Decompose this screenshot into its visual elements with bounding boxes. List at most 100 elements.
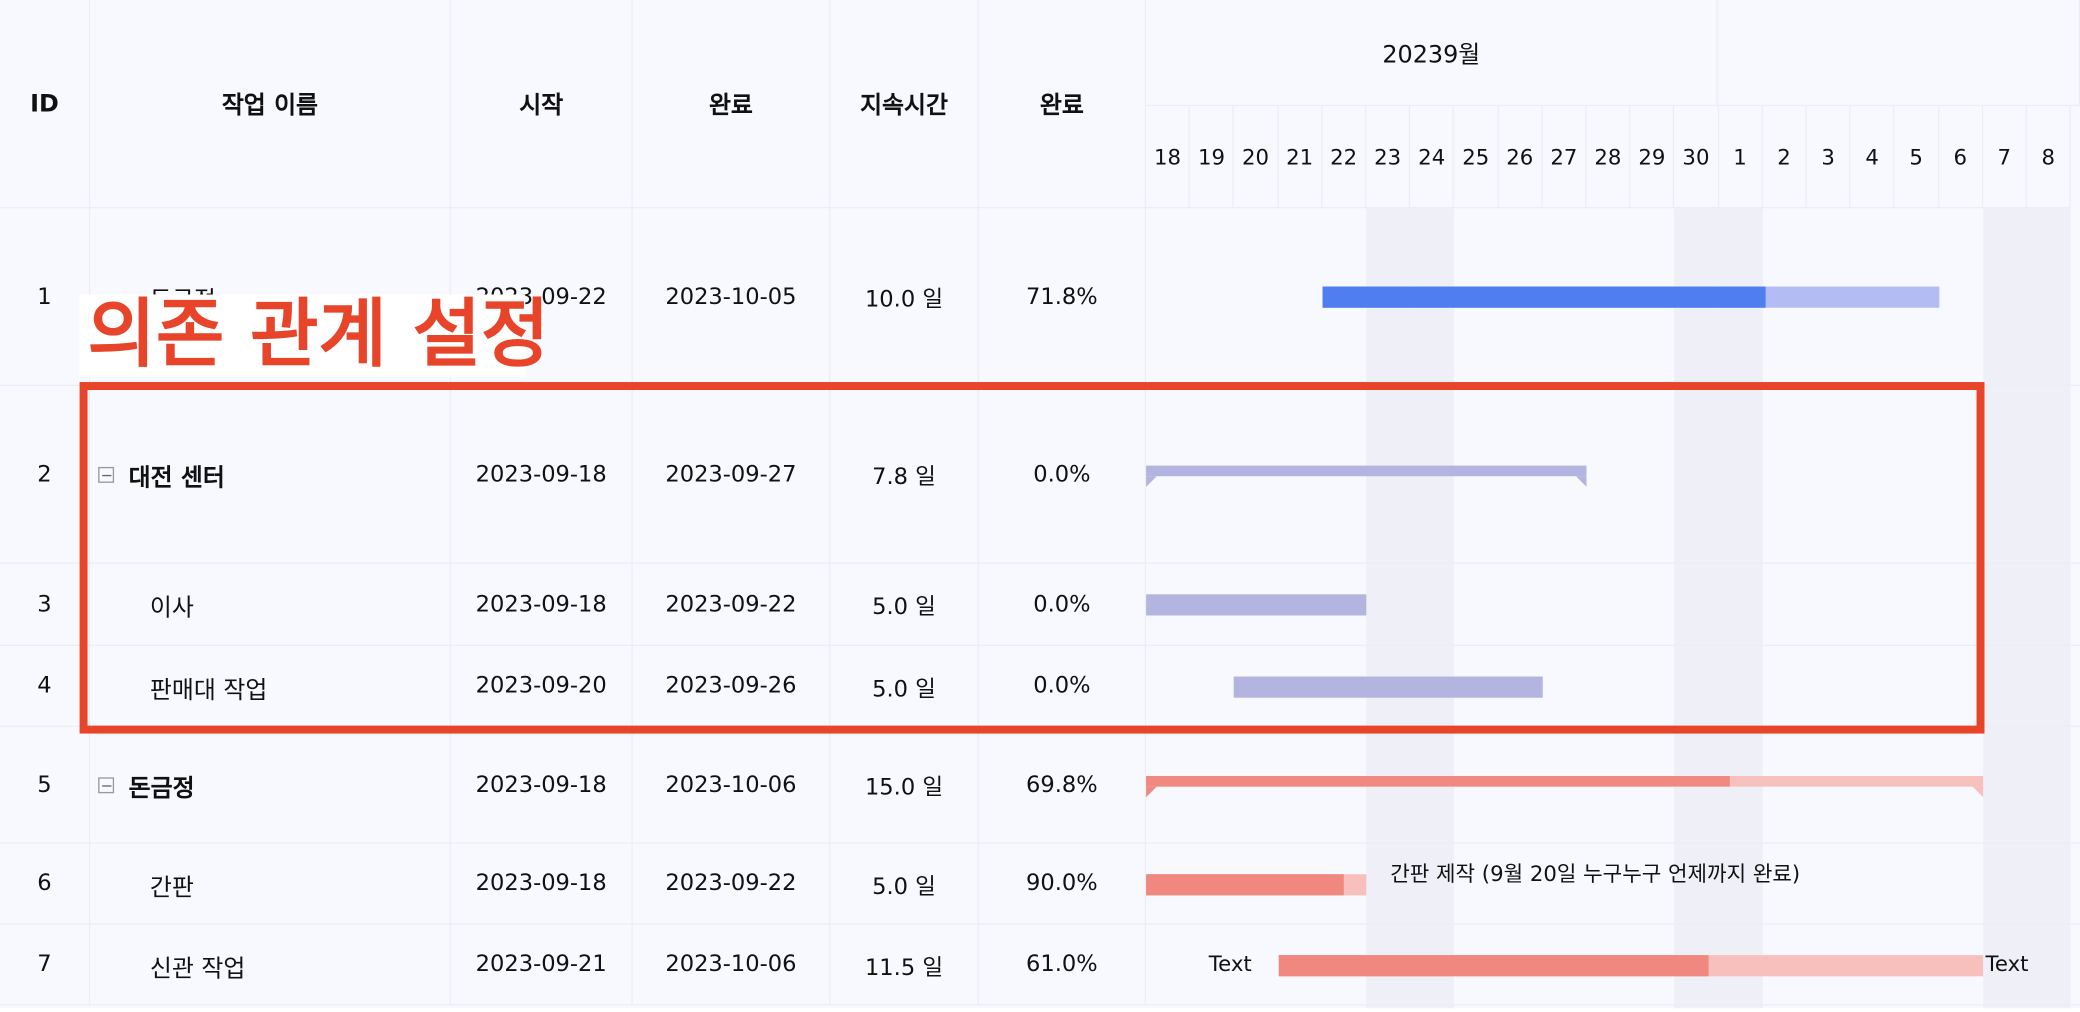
row-duration: 5.0 일 bbox=[830, 843, 979, 925]
row-name-cell bbox=[90, 924, 452, 1006]
day-header: 6 bbox=[1938, 106, 1983, 209]
weekend-shade bbox=[2026, 208, 2071, 1009]
row-id: 3 bbox=[0, 563, 91, 647]
row-duration: 15.0 일 bbox=[830, 726, 979, 844]
bar-track bbox=[1146, 465, 1587, 477]
weekend-shade bbox=[1410, 208, 1455, 1009]
row-id: 4 bbox=[0, 646, 91, 727]
day-header: 27 bbox=[1542, 106, 1587, 209]
row-done: 71.8% bbox=[978, 208, 1147, 387]
day-header: 8 bbox=[2026, 106, 2071, 209]
day-header: 21 bbox=[1278, 106, 1323, 209]
row-done: 0.0% bbox=[978, 563, 1147, 647]
day-header: 4 bbox=[1850, 106, 1895, 209]
day-header: 29 bbox=[1630, 106, 1675, 209]
group-cap-left bbox=[1146, 786, 1157, 798]
row-end: 2023-10-06 bbox=[632, 924, 831, 1006]
collapse-minus bbox=[102, 474, 112, 477]
row-start: 2023-09-18 bbox=[451, 563, 633, 647]
gantt-row bbox=[1146, 844, 2080, 925]
row-start: 2023-09-18 bbox=[451, 726, 633, 844]
overlay-label-bg bbox=[79, 294, 526, 377]
row-end: 2023-09-27 bbox=[632, 386, 831, 564]
column-header: 완료 bbox=[632, 0, 831, 209]
month-header: 20239월 bbox=[1146, 0, 1718, 107]
row-id: 1 bbox=[0, 208, 91, 387]
gantt-row bbox=[1146, 925, 2080, 1006]
bar-track bbox=[1146, 594, 1367, 616]
bar-progress bbox=[1146, 873, 1345, 895]
row-end: 2023-10-05 bbox=[632, 208, 831, 387]
highlight-box bbox=[79, 382, 1985, 734]
task-name: 간판 bbox=[149, 873, 194, 902]
row-name-cell bbox=[90, 563, 452, 647]
row-duration: 5.0 일 bbox=[830, 563, 979, 647]
row-duration: 10.0 일 bbox=[830, 208, 979, 387]
row-done: 0.0% bbox=[978, 386, 1147, 564]
day-header: 3 bbox=[1806, 106, 1851, 209]
group-cap-right bbox=[1972, 786, 1983, 798]
gantt-row bbox=[1146, 727, 2080, 844]
row-start: 2023-09-18 bbox=[451, 386, 633, 564]
row-name-cell bbox=[90, 386, 452, 564]
task-name: 신관 작업 bbox=[149, 954, 246, 983]
day-header: 23 bbox=[1366, 106, 1411, 209]
collapse-toggle[interactable] bbox=[98, 777, 115, 794]
bar-right-label: Text bbox=[1985, 950, 2029, 976]
group-cap-left bbox=[1146, 476, 1157, 487]
day-header: 28 bbox=[1586, 106, 1631, 209]
row-done: 90.0% bbox=[978, 843, 1147, 925]
column-header: 지속시간 bbox=[830, 0, 979, 209]
row-id: 7 bbox=[0, 924, 91, 1006]
gantt-row bbox=[1146, 386, 2080, 564]
row-done: 69.8% bbox=[978, 726, 1147, 844]
weekend-shade bbox=[1718, 208, 1763, 1009]
day-header: 1 bbox=[1718, 106, 1763, 209]
task-name: 이사 bbox=[149, 594, 194, 623]
day-header: 7 bbox=[1982, 106, 2027, 209]
month-header-empty bbox=[1717, 0, 2080, 107]
bar-track bbox=[1234, 675, 1543, 698]
column-header: 완료 bbox=[978, 0, 1147, 209]
gantt-row bbox=[1146, 564, 2080, 647]
row-end: 2023-10-06 bbox=[632, 726, 831, 844]
weekend-shade bbox=[1982, 208, 2027, 1009]
row-name-cell bbox=[90, 726, 452, 844]
day-header: 2 bbox=[1762, 106, 1807, 209]
row-id: 5 bbox=[0, 726, 91, 844]
group-cap-right bbox=[1575, 476, 1587, 487]
day-header: 5 bbox=[1894, 106, 1939, 209]
row-start: 2023-09-18 bbox=[451, 843, 633, 925]
group-name: 대전 센터 bbox=[128, 464, 225, 493]
day-header: 25 bbox=[1454, 106, 1499, 209]
day-header: 30 bbox=[1674, 106, 1719, 209]
day-header: 26 bbox=[1498, 106, 1543, 209]
row-id: 6 bbox=[0, 843, 91, 925]
day-header: 22 bbox=[1322, 106, 1367, 209]
bar-left-label: Text bbox=[1208, 950, 1252, 976]
weekend-shade bbox=[1674, 208, 1719, 1009]
weekend-shade bbox=[1366, 208, 1411, 1009]
bar-progress bbox=[1322, 286, 1765, 308]
row-done: 61.0% bbox=[978, 924, 1147, 1006]
day-header: 24 bbox=[1410, 106, 1455, 209]
day-header: 18 bbox=[1146, 106, 1191, 209]
row-end: 2023-09-22 bbox=[632, 843, 831, 925]
task-name: 판매대 작업 bbox=[149, 675, 268, 704]
collapse-minus bbox=[102, 785, 112, 787]
row-start: 2023-09-21 bbox=[451, 924, 633, 1006]
overlay-label: 의존 관계 설정 bbox=[87, 291, 550, 379]
row-name-cell bbox=[90, 843, 452, 925]
column-header: ID bbox=[0, 0, 91, 209]
group-name: 돈금정 bbox=[128, 774, 195, 803]
bar-progress bbox=[1146, 776, 1731, 787]
row-duration: 11.5 일 bbox=[830, 924, 979, 1006]
row-id: 2 bbox=[0, 386, 91, 564]
bar-progress bbox=[1278, 954, 1709, 976]
column-header: 시작 bbox=[451, 0, 633, 209]
collapse-toggle[interactable] bbox=[98, 466, 115, 483]
column-header: 작업 이름 bbox=[90, 0, 452, 209]
day-header: 19 bbox=[1190, 106, 1235, 209]
row-duration: 7.8 일 bbox=[830, 386, 979, 564]
